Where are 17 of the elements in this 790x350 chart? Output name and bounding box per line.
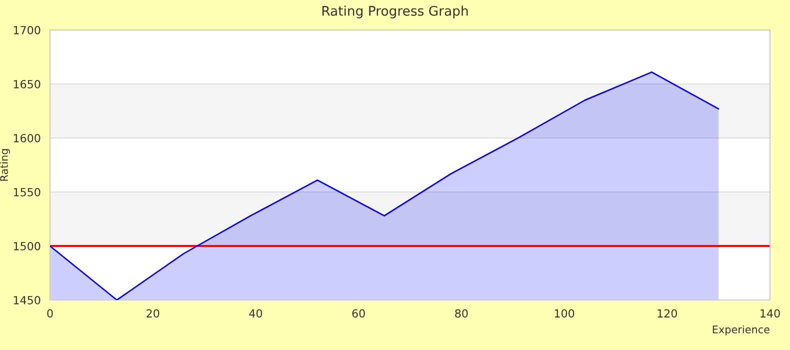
x-tick-label: 40 [249, 309, 262, 318]
x-tick-label: 140 [760, 309, 780, 318]
x-tick-label: 20 [146, 309, 160, 318]
y-tick-label: 1450 [14, 296, 40, 304]
x-tick-label: 80 [455, 309, 468, 318]
x-tick-label: 120 [658, 309, 678, 318]
y-tick-label: 1600 [14, 134, 40, 142]
y-tick-label: 1650 [14, 80, 40, 88]
x-axis-title: Experience [712, 325, 770, 336]
y-tick-label: 1500 [14, 242, 40, 250]
x-tick-label: 0 [47, 309, 53, 318]
y-tick-label: 1700 [14, 26, 40, 34]
chart-title: Rating Progress Graph [322, 6, 468, 18]
x-tick-label: 100 [554, 309, 574, 318]
y-tick-label: 1550 [14, 188, 40, 196]
y-axis-title: Rating [0, 149, 10, 181]
x-tick-label: 60 [352, 309, 365, 318]
